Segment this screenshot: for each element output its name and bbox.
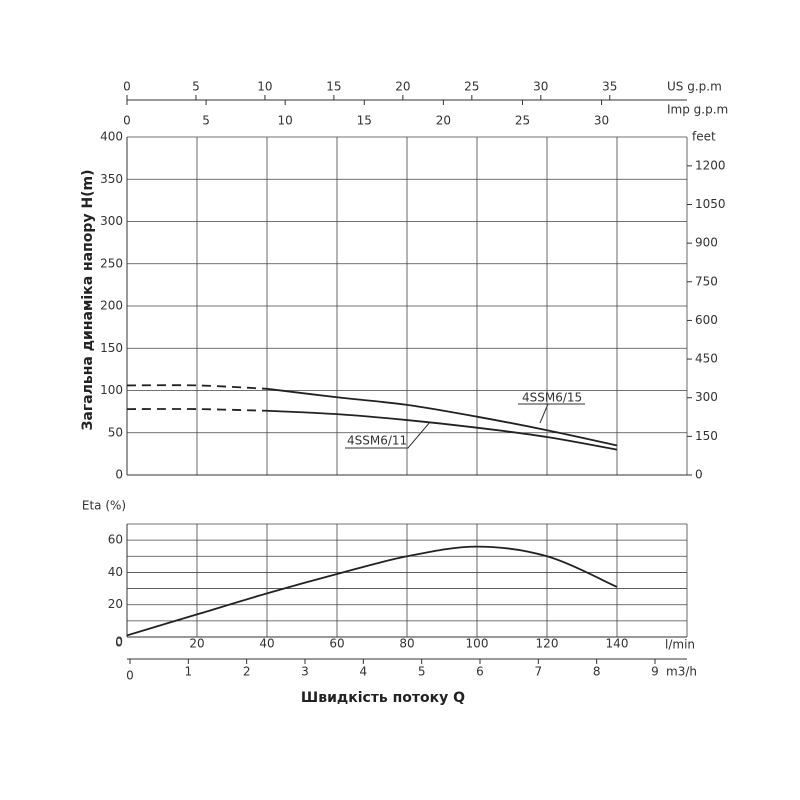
top-tick-label: 20	[395, 80, 410, 94]
x2-tick-label: 9	[651, 665, 659, 679]
x-tick-label: 140	[606, 637, 629, 651]
x2-unit: m3/h	[666, 665, 697, 679]
x2-tick-label: 6	[476, 665, 484, 679]
top-tick-label: 20	[436, 114, 451, 128]
y-tick-label: 100	[100, 383, 123, 397]
x2-tick-label: 3	[301, 665, 309, 679]
x-tick-label: 0	[115, 636, 123, 650]
y2-axis-title: feet	[692, 130, 716, 144]
y-tick-label: 200	[100, 299, 123, 313]
y2-tick-label: 600	[695, 313, 718, 327]
curve	[126, 408, 268, 412]
top-tick-label: 10	[257, 80, 272, 94]
top-tick-label: 35	[602, 80, 617, 94]
y2-tick-label: 900	[695, 236, 718, 250]
y-tick-label: 40	[108, 565, 123, 579]
curve	[126, 545, 618, 637]
y-tick-label: 300	[100, 214, 123, 228]
y2-tick-label: 300	[695, 390, 718, 404]
y2-tick-label: 1050	[695, 197, 726, 211]
y-tick-label: 60	[108, 533, 123, 547]
x2-tick-label: 2	[243, 665, 251, 679]
y-axis-title: Загальна динаміка напору H(m)	[80, 169, 96, 430]
y-tick-label: 400	[100, 130, 123, 144]
eta-axis-title: Eta (%)	[82, 499, 126, 513]
top-tick-label: 5	[192, 80, 200, 94]
x2-tick-label: 5	[418, 665, 426, 679]
x-axis-title: Швидкість потоку Q	[301, 690, 465, 706]
top-tick-label: 25	[464, 80, 479, 94]
y-tick-label: 20	[108, 597, 123, 611]
x-tick-label: 120	[536, 637, 559, 651]
x2-tick-label: 0	[126, 669, 134, 683]
y-tick-label: 250	[100, 256, 123, 270]
top-tick-label: 30	[594, 114, 609, 128]
top-tick-label: 10	[278, 114, 293, 128]
x2-tick-label: 4	[360, 665, 368, 679]
y2-tick-label: 1200	[695, 158, 726, 172]
y-tick-label: 0	[115, 468, 123, 482]
x-tick-label: 60	[329, 637, 344, 651]
top-tick-label: 30	[533, 80, 548, 94]
series-label: 4SSM6/11	[347, 434, 407, 448]
x-tick-label: 20	[189, 637, 204, 651]
x2-tick-label: 7	[535, 665, 543, 679]
x2-tick-label: 1	[185, 665, 193, 679]
y-tick-label: 150	[100, 341, 123, 355]
top-axis-label: US g.p.m	[667, 80, 722, 94]
top-tick-label: 5	[202, 114, 210, 128]
x2-tick-label: 8	[593, 665, 601, 679]
y-tick-label: 350	[100, 172, 123, 186]
top-tick-label: 0	[123, 114, 131, 128]
x-tick-label: 80	[399, 637, 414, 651]
top-axis-label: Imp g.p.m	[667, 103, 728, 117]
y2-tick-label: 450	[695, 352, 718, 366]
curve	[266, 409, 618, 451]
x-tick-label: 100	[466, 637, 489, 651]
top-tick-label: 0	[123, 80, 131, 94]
top-tick-label: 15	[357, 114, 372, 128]
y-tick-label: 50	[108, 425, 123, 439]
top-tick-label: 15	[326, 80, 341, 94]
x-tick-label: 40	[259, 637, 274, 651]
y2-tick-label: 0	[695, 468, 703, 482]
y2-tick-label: 150	[695, 429, 718, 443]
curve	[126, 384, 268, 390]
y-tick-label: 0	[115, 635, 123, 649]
x-unit: l/min	[665, 638, 695, 652]
series-label: 4SSM6/15	[522, 391, 582, 405]
top-tick-label: 25	[515, 114, 530, 128]
y2-tick-label: 750	[695, 274, 718, 288]
curve	[266, 387, 618, 447]
leader-line	[345, 421, 431, 449]
